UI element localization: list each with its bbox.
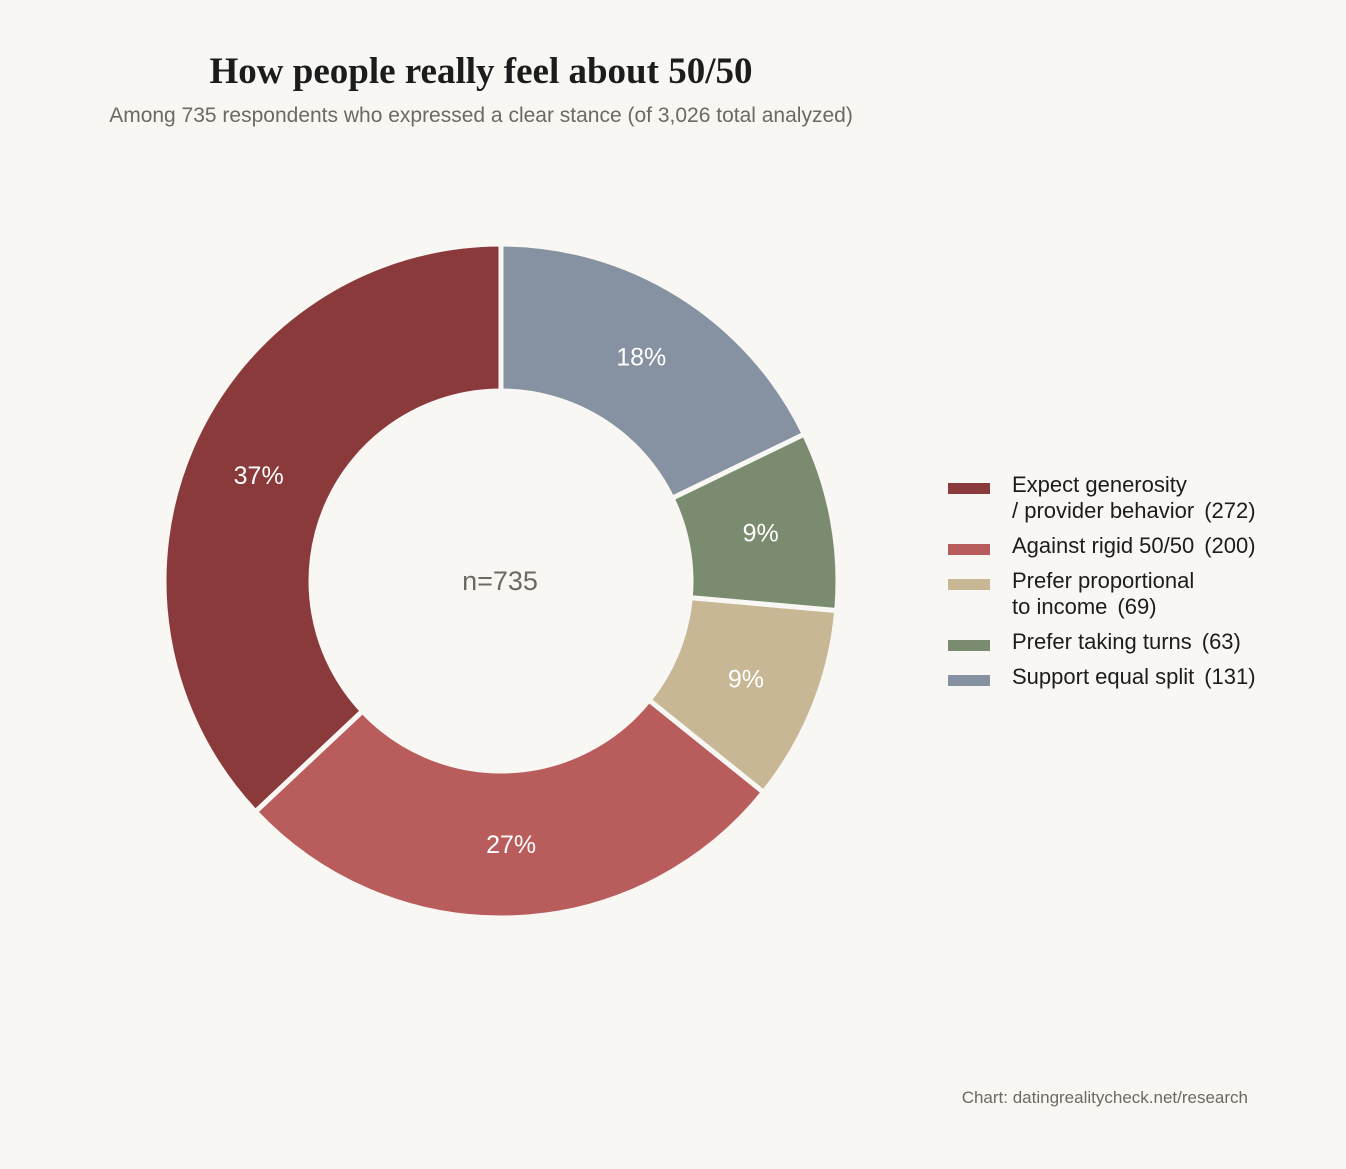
- legend-item-0: Expect generosity / provider behavior (272…: [948, 472, 1256, 524]
- donut-slices: [161, 241, 841, 921]
- legend-label-line: Against rigid 50/50 (200): [1012, 533, 1256, 558]
- legend-count: (272): [1204, 498, 1256, 523]
- legend-label: Against rigid 50/50 (200): [1012, 533, 1256, 559]
- legend-label-line: Prefer proportional: [1012, 568, 1195, 593]
- chart-subtitle: Among 735 respondents who expressed a cl…: [109, 104, 853, 127]
- legend-label-line: Support equal split (131): [1012, 664, 1256, 689]
- legend-item-2: Prefer proportional to income (69): [948, 568, 1256, 620]
- donut-slice-0: [161, 241, 504, 816]
- slice-percent-label-3: 9%: [743, 519, 779, 547]
- legend-label: Expect generosity / provider behavior (272…: [1012, 472, 1256, 524]
- slice-percent-label-2: 9%: [728, 666, 764, 694]
- chart-source-note: Chart: datingrealitycheck.net/research: [961, 1088, 1248, 1107]
- legend-label: Prefer proportional to income (69): [1012, 568, 1194, 620]
- donut-slice-labels: 37% 27% 9% 9% 18%: [234, 343, 779, 858]
- chart-title: How people really feel about 50/50: [209, 51, 753, 92]
- legend-item-1: Against rigid 50/50 (200): [948, 533, 1256, 559]
- legend-label: Prefer taking turns (63): [1012, 629, 1241, 655]
- donut-chart: 37% 27% 9% 9% 18% n=735: [161, 241, 841, 921]
- legend-count: (200): [1204, 533, 1256, 558]
- legend-label-line: Expect generosity: [1012, 472, 1187, 497]
- donut-slice-4: [498, 241, 808, 502]
- legend-label: Support equal split (131): [1012, 664, 1256, 690]
- legend-count: (63): [1201, 629, 1241, 654]
- slice-percent-label-1: 27%: [486, 831, 536, 859]
- legend-swatch: [948, 579, 990, 590]
- legend-swatch: [948, 640, 990, 651]
- legend-label-line: / provider behavior (272): [1012, 498, 1256, 523]
- legend-swatch: [948, 675, 990, 686]
- legend-item-3: Prefer taking turns (63): [948, 629, 1256, 655]
- legend-label-line: Prefer taking turns (63): [1012, 629, 1241, 654]
- legend-count: (131): [1204, 664, 1256, 689]
- slice-percent-label-0: 37%: [234, 462, 284, 490]
- legend-swatch: [948, 544, 990, 555]
- donut-slice-1: [251, 696, 768, 921]
- legend-label-line: to income (69): [1012, 594, 1157, 619]
- center-sample-size-label: n=735: [462, 566, 538, 596]
- slice-percent-label-4: 18%: [616, 343, 666, 371]
- chart-legend: Expect generosity / provider behavior (272…: [948, 472, 1256, 699]
- donut-slice-2: [645, 594, 840, 796]
- legend-item-4: Support equal split (131): [948, 664, 1256, 690]
- legend-count: (69): [1117, 594, 1157, 619]
- legend-swatch: [948, 483, 990, 494]
